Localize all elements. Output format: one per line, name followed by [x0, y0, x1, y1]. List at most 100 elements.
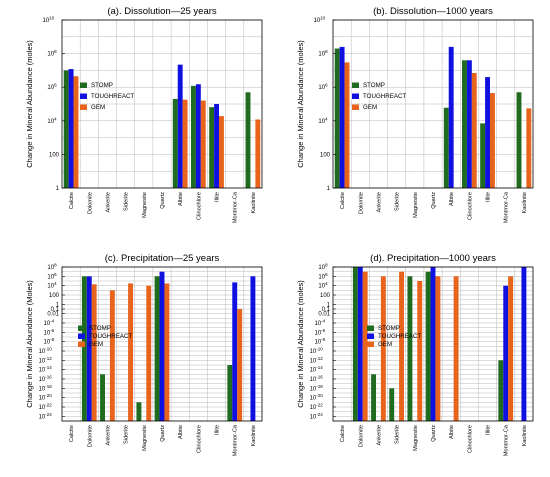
- plot-frame: [61, 266, 263, 422]
- x-tick-label: Quartz: [431, 192, 437, 209]
- bar-toughreact-clinochlore: [466, 60, 472, 188]
- bar-gem-kaolinite: [526, 108, 532, 188]
- x-tick-label: Calcite: [69, 192, 75, 209]
- y-tick-label: 10-12: [310, 356, 324, 365]
- bar-stomp-illite: [209, 107, 215, 188]
- bar-stomp-kaolinite: [245, 92, 251, 188]
- y-tick-label: 108: [318, 49, 328, 58]
- bar-stomp-calcite: [334, 48, 340, 189]
- x-tick-label: Dolomite: [358, 425, 364, 447]
- x-tick-label: Magnesite: [413, 425, 419, 451]
- x-tick-label: Siderite: [395, 192, 401, 211]
- legend-label-gem: GEM: [378, 341, 392, 348]
- x-tick-label: Montmor-Ca: [504, 424, 510, 456]
- x-tick-label: Quartz: [160, 192, 166, 209]
- x-tick-label: Ankerite: [376, 425, 382, 446]
- chart-panel-2: (b). Dissolution—1000 years Change in Min…: [296, 6, 534, 223]
- legend-label-toughreact: TOUGHREACT: [363, 93, 406, 100]
- y-tick-label: 106: [47, 83, 57, 92]
- legend-label-stomp: STOMP: [91, 82, 113, 89]
- x-tick-label: Albite: [449, 192, 455, 206]
- bar-stomp-montmor-ca: [498, 360, 504, 421]
- x-tick-label: Albite: [449, 425, 455, 439]
- bar-gem-magnesite: [417, 281, 423, 421]
- bar-gem-ankerite: [380, 276, 386, 421]
- x-tick-label: Calcite: [340, 192, 346, 209]
- y-tick-label: 106: [318, 272, 328, 281]
- bar-gem-quartz: [164, 283, 170, 421]
- x-tick-label: Quartz: [431, 425, 437, 442]
- y-tick-label: 106: [47, 272, 57, 281]
- x-tick-label: Illite: [486, 192, 492, 202]
- bar-toughreact-calcite: [339, 46, 345, 188]
- bar-stomp-montmor-ca: [227, 365, 233, 421]
- bar-stomp-siderite: [389, 388, 395, 421]
- bar-stomp-magnesite: [407, 276, 413, 421]
- bar-gem-clinochlore: [471, 73, 477, 188]
- y-tick-label: 108: [47, 49, 57, 58]
- legend-label-stomp: STOMP: [89, 325, 111, 332]
- bar-stomp-clinochlore: [462, 60, 467, 188]
- legend-swatch-gem: [352, 104, 359, 110]
- legend-label-toughreact: TOUGHREACT: [91, 93, 134, 100]
- legend-swatch-stomp: [352, 82, 359, 88]
- x-tick-label: Albite: [178, 192, 184, 206]
- bar-toughreact-kaolinite: [521, 267, 527, 421]
- x-tick-label: Siderite: [124, 192, 130, 211]
- y-tick-label: 100: [320, 152, 331, 158]
- y-tick-label: 10-6: [43, 328, 54, 337]
- y-tick-label: 0.1: [51, 307, 60, 313]
- x-tick-label: Siderite: [124, 425, 130, 444]
- x-tick-label: Siderite: [395, 425, 401, 444]
- x-tick-label: Magnesite: [142, 425, 148, 451]
- y-tick-label: 10-6: [314, 328, 325, 337]
- y-tick-label: 10-16: [39, 375, 53, 384]
- x-tick-label: Calcite: [340, 425, 346, 442]
- bar-gem-quartz: [435, 276, 441, 421]
- y-tick-label: 10-8: [43, 337, 54, 346]
- bar-stomp-quartz: [154, 276, 160, 421]
- bar-gem-illite: [490, 93, 495, 188]
- legend-swatch-toughreact: [367, 333, 374, 339]
- y-tick-label: 100: [320, 293, 331, 299]
- bar-gem-clinochlore: [200, 100, 206, 188]
- plot-frame: [332, 266, 534, 422]
- x-tick-label: Ankerite: [376, 192, 382, 213]
- bar-stomp-albite: [172, 98, 178, 188]
- x-tick-label: Kaolinite: [251, 425, 257, 446]
- chart-title: (c). Precipitation—25 years: [105, 253, 220, 264]
- x-tick-label: Illite: [486, 425, 492, 435]
- x-tick-label: Illite: [215, 425, 221, 435]
- legend-label-stomp: STOMP: [378, 325, 400, 332]
- x-tick-label: Kaolinite: [522, 192, 528, 213]
- y-tick-label: 10-14: [39, 365, 53, 374]
- bar-toughreact-illite: [485, 77, 490, 188]
- x-tick-label: Montmor-Ca: [233, 191, 239, 223]
- y-tick-label: 108: [47, 263, 57, 272]
- x-tick-label: Calcite: [69, 425, 75, 442]
- bar-gem-dolomite: [362, 271, 368, 421]
- bar-toughreact-albite: [448, 46, 454, 188]
- y-tick-label: 1010: [313, 16, 325, 25]
- y-axis-label: Change in Mineral Abundance (moles): [296, 280, 305, 408]
- chart-title: (b). Dissolution—1000 years: [373, 6, 493, 17]
- x-tick-label: Dolomite: [358, 192, 364, 214]
- y-axis-label: Change in Mineral Abundance (moles): [25, 40, 34, 168]
- bar-toughreact-montmor-ca: [232, 282, 238, 421]
- chart-panel-1: (a). Dissolution—25 years Change in Miner…: [25, 6, 263, 223]
- bar-gem-magnesite: [146, 285, 152, 421]
- legend-swatch-gem: [78, 341, 85, 347]
- legend-swatch-stomp: [367, 325, 374, 331]
- bar-toughreact-calcite: [68, 69, 74, 188]
- y-tick-label: 10-22: [39, 403, 53, 412]
- bar-gem-montmor-ca: [237, 309, 243, 421]
- y-tick-label: 1010: [42, 16, 54, 25]
- y-tick-label: 10-18: [39, 384, 53, 393]
- y-tick-label: 10-16: [310, 375, 324, 384]
- y-tick-label: 100: [49, 293, 60, 299]
- bar-toughreact-illite: [214, 104, 219, 188]
- bar-toughreact-montmor-ca: [503, 285, 509, 421]
- bar-gem-albite: [453, 276, 459, 421]
